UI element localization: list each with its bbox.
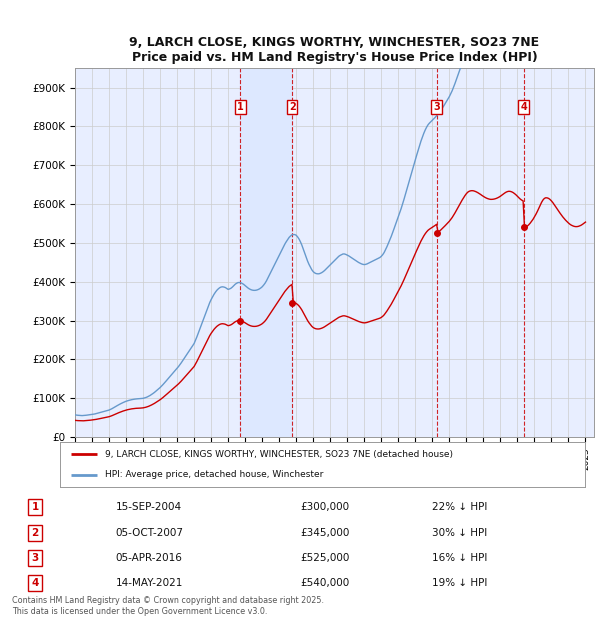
Title: 9, LARCH CLOSE, KINGS WORTHY, WINCHESTER, SO23 7NE
Price paid vs. HM Land Regist: 9, LARCH CLOSE, KINGS WORTHY, WINCHESTER… [130,36,539,64]
Text: £300,000: £300,000 [300,502,349,512]
Text: 4: 4 [520,102,527,112]
Text: £525,000: £525,000 [300,553,349,563]
Text: 3: 3 [433,102,440,112]
Text: 15-SEP-2004: 15-SEP-2004 [116,502,182,512]
Bar [240,68,292,437]
Text: 3: 3 [31,553,38,563]
Text: £540,000: £540,000 [300,578,349,588]
Text: 16% ↓ HPI: 16% ↓ HPI [433,553,488,563]
Text: This data is licensed under the Open Government Licence v3.0.: This data is licensed under the Open Gov… [12,607,268,616]
Text: 1: 1 [31,502,38,512]
Text: 30% ↓ HPI: 30% ↓ HPI [433,528,488,538]
Text: 1: 1 [237,102,244,112]
Text: 22% ↓ HPI: 22% ↓ HPI [433,502,488,512]
Text: 9, LARCH CLOSE, KINGS WORTHY, WINCHESTER, SO23 7NE (detached house): 9, LARCH CLOSE, KINGS WORTHY, WINCHESTER… [104,450,452,459]
Text: 19% ↓ HPI: 19% ↓ HPI [433,578,488,588]
Text: HPI: Average price, detached house, Winchester: HPI: Average price, detached house, Winc… [104,470,323,479]
Text: 2: 2 [31,528,38,538]
Text: £345,000: £345,000 [300,528,349,538]
Text: Contains HM Land Registry data © Crown copyright and database right 2025.: Contains HM Land Registry data © Crown c… [12,596,324,604]
Text: 14-MAY-2021: 14-MAY-2021 [116,578,183,588]
Text: 05-OCT-2007: 05-OCT-2007 [116,528,184,538]
Text: 05-APR-2016: 05-APR-2016 [116,553,182,563]
Text: 4: 4 [31,578,39,588]
Text: 2: 2 [289,102,296,112]
